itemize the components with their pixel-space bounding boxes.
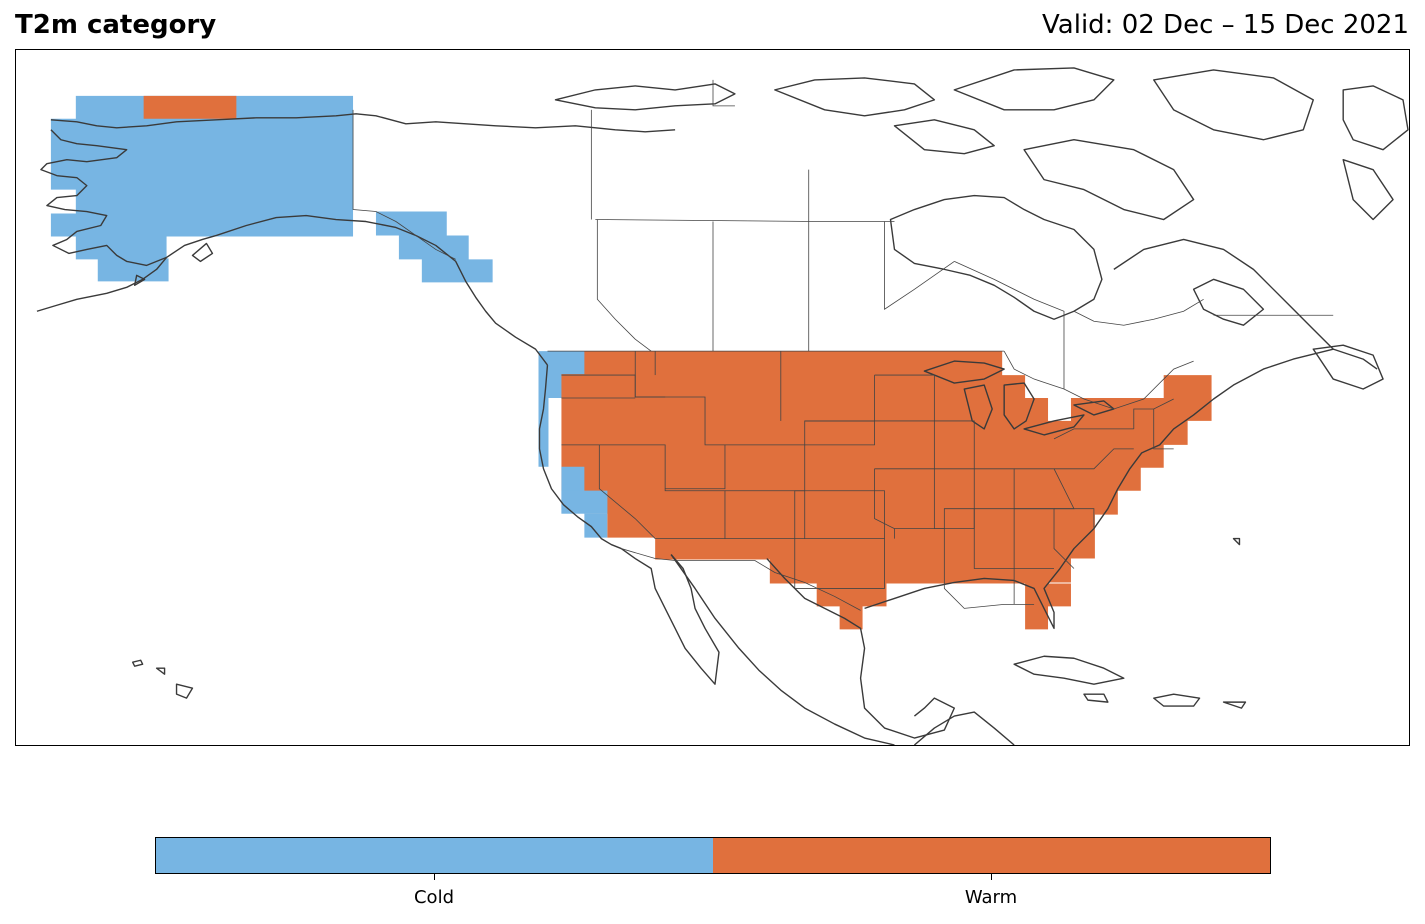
colorbar-cold-segment (156, 838, 713, 873)
colorbar-warm-segment (713, 838, 1270, 873)
colorbar-tick-warm (991, 874, 992, 880)
conus-warm-cells (538, 351, 1212, 630)
alaska-cold-cells (50, 95, 354, 282)
panhandle-cold-cells (375, 211, 493, 283)
category-cells (50, 95, 1212, 630)
political-borders (352, 79, 1334, 611)
map-panel[interactable] (15, 49, 1410, 746)
colorbar-label-warm: Warm (964, 887, 1018, 908)
north-slope-warm-cells (143, 95, 237, 119)
socal-lower-cold-cells (584, 513, 608, 538)
map-canvas (36, 67, 1409, 745)
socal-coast-cold-cells (561, 490, 608, 514)
valid-period: Valid: 02 Dec – 15 Dec 2021 (1042, 10, 1409, 40)
coastlines (36, 67, 1409, 745)
pnw-coast-cold-cells (538, 351, 585, 467)
colorbar-label-cold: Cold (413, 887, 455, 908)
colorbar-tick-cold (434, 874, 435, 880)
map-title: T2m category (15, 10, 217, 40)
category-colorbar (155, 837, 1271, 874)
